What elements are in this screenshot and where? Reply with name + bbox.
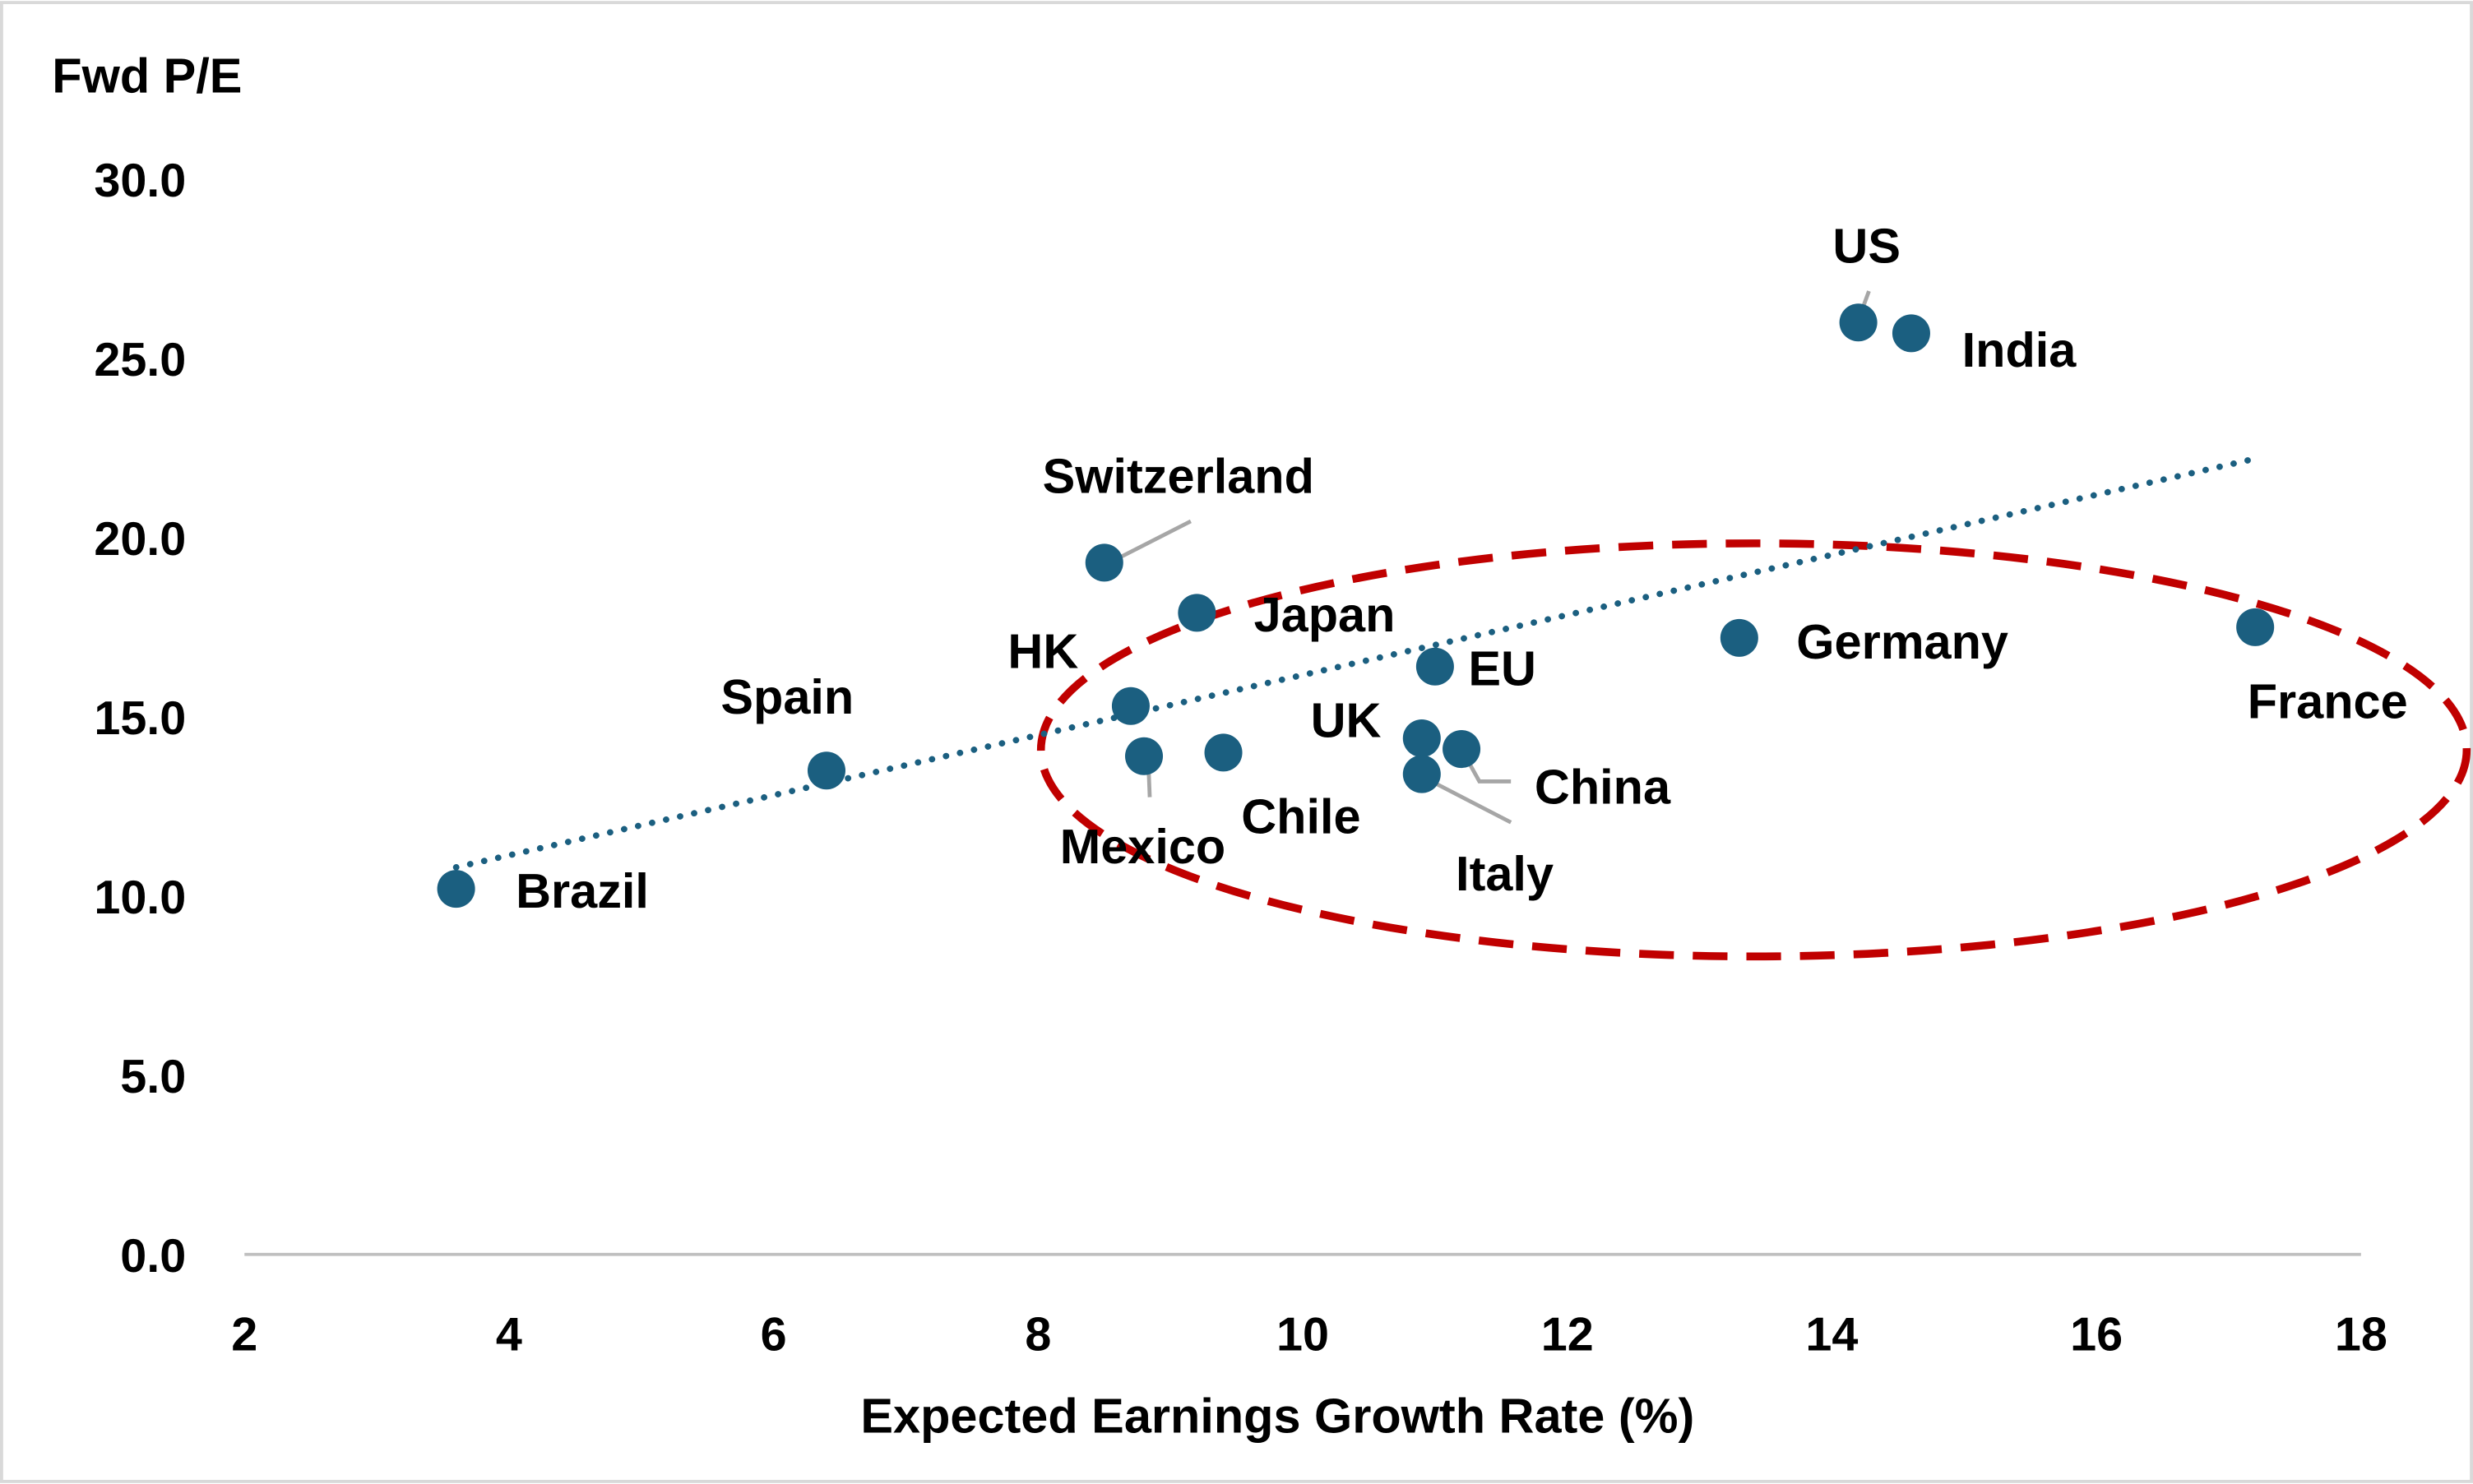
data-label-hk: HK	[1007, 623, 1078, 678]
data-point-japan	[1178, 594, 1216, 632]
data-point-brazil	[437, 870, 475, 908]
x-tick-label: 8	[1025, 1309, 1051, 1361]
data-point-italy	[1402, 755, 1441, 793]
data-point-us	[1839, 303, 1878, 342]
x-tick-label: 16	[2070, 1309, 2123, 1361]
y-tick-label: 0.0	[120, 1230, 186, 1283]
data-label-japan: Japan	[1254, 587, 1396, 642]
y-tick-label: 25.0	[94, 334, 186, 386]
y-tick-label: 30.0	[94, 155, 186, 207]
leader-line	[1109, 519, 1192, 565]
data-label-switzerland: Switzerland	[1043, 448, 1314, 503]
x-tick-label: 18	[2335, 1309, 2387, 1361]
y-tick-label: 15.0	[94, 692, 186, 745]
data-label-uk: UK	[1311, 693, 1382, 748]
x-tick-label: 10	[1276, 1309, 1329, 1361]
x-tick-label: 4	[496, 1309, 522, 1361]
y-tick-label: 5.0	[120, 1051, 186, 1103]
data-label-us: US	[1832, 219, 1901, 274]
data-label-italy: Italy	[1456, 846, 1554, 901]
data-point-china	[1443, 730, 1481, 769]
y-tick-label: 10.0	[94, 871, 186, 924]
data-label-spain: Spain	[720, 669, 854, 724]
x-tick-label: 14	[1805, 1309, 1858, 1361]
x-tick-label: 2	[231, 1309, 257, 1361]
data-label-chile: Chile	[1241, 789, 1360, 844]
data-label-china: China	[1535, 759, 1671, 814]
x-tick-label: 12	[1541, 1309, 1594, 1361]
data-point-mexico	[1125, 737, 1164, 775]
data-point-germany	[1720, 618, 1758, 657]
trendline	[452, 455, 2258, 871]
data-point-france	[2236, 608, 2275, 646]
y-axis-title: Fwd P/E	[52, 48, 242, 103]
data-point-chile	[1204, 733, 1243, 772]
x-tick-label: 6	[761, 1309, 787, 1361]
data-point-switzerland	[1085, 543, 1123, 582]
y-tick-label: 20.0	[94, 513, 186, 566]
data-point-hk	[1111, 687, 1150, 725]
data-label-brazil: Brazil	[516, 863, 649, 918]
data-label-france: France	[2248, 674, 2408, 729]
highlight-ellipse	[1036, 539, 2471, 961]
data-point-eu	[1415, 647, 1454, 686]
data-point-spain	[807, 751, 845, 790]
data-label-eu: EU	[1468, 640, 1536, 696]
x-axis-title: Expected Earnings Growth Rate (%)	[860, 1388, 1694, 1443]
data-point-uk	[1402, 719, 1441, 757]
data-point-india	[1892, 314, 1930, 353]
data-label-germany: Germany	[1796, 614, 2008, 669]
data-label-mexico: Mexico	[1060, 819, 1226, 874]
data-label-india: India	[1962, 322, 2077, 377]
